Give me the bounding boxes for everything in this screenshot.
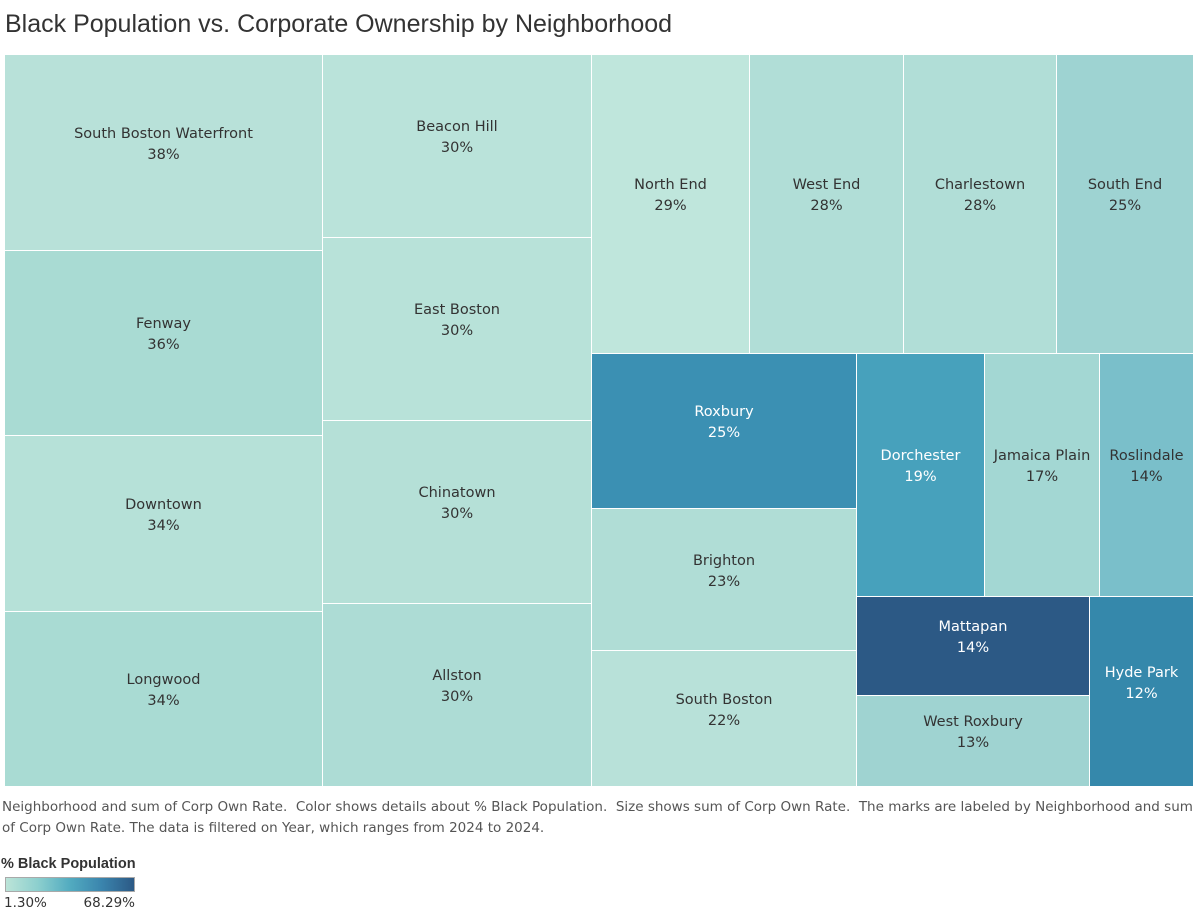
cell-corp-own-rate-label: 14%	[956, 640, 990, 656]
treemap-cell-west-end[interactable]: West End 28%	[750, 55, 903, 353]
treemap-cell-south-boston-waterfront[interactable]: South Boston Waterfront 38%	[5, 55, 322, 250]
cell-corp-own-rate-label: 12%	[1125, 685, 1158, 702]
cell-neighborhood-label: West Roxbury	[923, 714, 1023, 730]
treemap-cell-dorchester[interactable]: Dorchester 19%	[857, 354, 984, 596]
treemap-cell-west-roxbury[interactable]: West Roxbury 13%	[857, 696, 1089, 786]
treemap-cell-jamaica-plain[interactable]: Jamaica Plain 17%	[985, 354, 1099, 596]
cell-corp-own-rate-label: 30%	[440, 140, 474, 156]
cell-neighborhood-label: Beacon Hill	[416, 119, 498, 135]
cell-corp-own-rate-label: 34%	[147, 693, 180, 709]
treemap-cell-longwood[interactable]: Longwood 34%	[5, 612, 322, 786]
cell-neighborhood-label: Charlestown	[934, 177, 1026, 193]
cell-neighborhood-label: North End	[634, 177, 707, 193]
cell-neighborhood-label: Allston	[432, 668, 482, 684]
cell-neighborhood-label: South Boston Waterfront	[74, 125, 253, 142]
cell-corp-own-rate-label: 19%	[904, 469, 937, 485]
legend-title: % Black Population	[1, 856, 136, 872]
treemap-cell-downtown[interactable]: Downtown 34%	[5, 436, 322, 611]
cell-corp-own-rate-label: 22%	[707, 712, 741, 729]
cell-neighborhood-label: South Boston	[675, 691, 773, 708]
cell-neighborhood-label: East Boston	[413, 302, 501, 318]
cell-neighborhood-label: West End	[792, 177, 861, 193]
cell-corp-own-rate-label: 13%	[956, 735, 990, 751]
treemap-cell-brighton[interactable]: Brighton 23%	[592, 509, 856, 650]
cell-neighborhood-label: Jamaica Plain	[993, 448, 1091, 464]
cell-neighborhood-label: Roxbury	[694, 404, 754, 420]
cell-corp-own-rate-label: 14%	[1130, 469, 1163, 485]
cell-corp-own-rate-label: 29%	[654, 198, 687, 214]
treemap-cell-charlestown[interactable]: Charlestown 28%	[904, 55, 1056, 353]
treemap-cell-south-boston[interactable]: South Boston 22%	[592, 651, 856, 786]
treemap: South Boston Waterfront 38% Fenway 36% Downt…	[5, 55, 1194, 787]
cell-neighborhood-label: Downtown	[125, 496, 202, 513]
treemap-cell-hyde-park[interactable]: Hyde Park 12%	[1090, 597, 1193, 786]
treemap-cell-fenway[interactable]: Fenway 36%	[5, 251, 322, 435]
cell-neighborhood-label: Roslindale	[1109, 448, 1184, 464]
cell-corp-own-rate-label: 23%	[707, 573, 741, 590]
cell-corp-own-rate-label: 36%	[147, 337, 180, 353]
cell-neighborhood-label: Longwood	[126, 672, 201, 688]
cell-corp-own-rate-label: 25%	[707, 425, 741, 441]
legend-range-labels: 1.30% 68.29%	[4, 895, 135, 912]
color-legend: % Black Population 1.30% 68.29%	[0, 853, 140, 913]
cell-corp-own-rate-label: 17%	[1025, 469, 1059, 485]
cell-corp-own-rate-label: 28%	[963, 198, 997, 214]
treemap-cell-mattapan[interactable]: Mattapan 14%	[857, 597, 1089, 695]
cell-neighborhood-label: Chinatown	[418, 485, 496, 501]
cell-corp-own-rate-label: 34%	[147, 517, 180, 534]
treemap-cell-roxbury[interactable]: Roxbury 25%	[592, 354, 856, 508]
cell-neighborhood-label: Mattapan	[938, 619, 1008, 635]
legend-min-label: 1.30%	[4, 895, 47, 911]
treemap-cell-beacon-hill[interactable]: Beacon Hill 30%	[323, 55, 591, 237]
chart-caption: Neighborhood and sum of Corp Own Rate. C…	[2, 799, 1197, 836]
legend-max-label: 68.29%	[83, 895, 135, 911]
legend-gradient-bar	[5, 877, 135, 892]
cell-neighborhood-label: Fenway	[136, 316, 191, 332]
treemap-cell-north-end[interactable]: North End 29%	[592, 55, 749, 353]
cell-neighborhood-label: Dorchester	[880, 448, 961, 464]
cell-corp-own-rate-label: 30%	[440, 689, 474, 705]
treemap-cell-south-end[interactable]: South End 25%	[1057, 55, 1193, 353]
treemap-cell-chinatown[interactable]: Chinatown 30%	[323, 421, 591, 603]
treemap-cell-allston[interactable]: Allston 30%	[323, 604, 591, 786]
chart-title: Black Population vs. Corporate Ownership…	[5, 10, 673, 38]
cell-neighborhood-label: Hyde Park	[1104, 664, 1179, 681]
cell-neighborhood-label: South End	[1087, 177, 1163, 193]
cell-corp-own-rate-label: 25%	[1108, 198, 1142, 214]
cell-corp-own-rate-label: 28%	[810, 198, 843, 214]
cell-neighborhood-label: Brighton	[692, 552, 756, 569]
cell-corp-own-rate-label: 30%	[440, 506, 474, 522]
treemap-cell-east-boston[interactable]: East Boston 30%	[323, 238, 591, 420]
treemap-cell-roslindale[interactable]: Roslindale 14%	[1100, 354, 1193, 596]
cell-corp-own-rate-label: 38%	[147, 146, 180, 163]
cell-corp-own-rate-label: 30%	[440, 323, 474, 339]
